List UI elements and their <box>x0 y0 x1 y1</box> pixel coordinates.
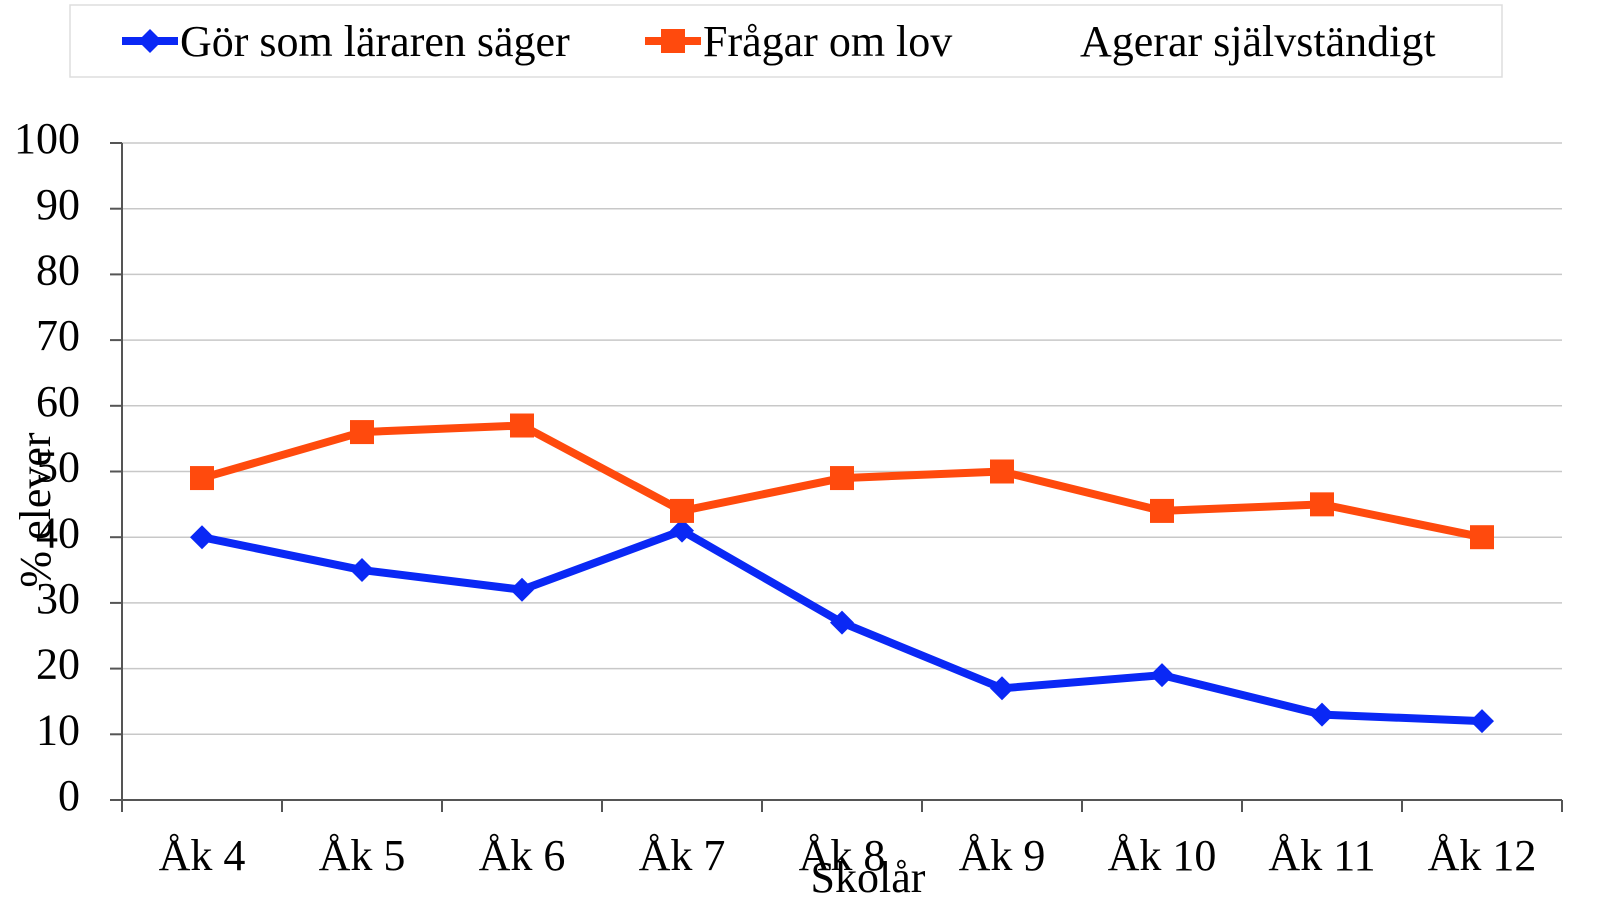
y-tick-label: 10 <box>36 705 80 754</box>
marker <box>1310 702 1334 727</box>
x-axis-label: Skolår <box>811 853 926 902</box>
y-tick-label: 0 <box>58 771 80 820</box>
y-tick-label: 50 <box>36 443 80 492</box>
marker <box>830 466 854 491</box>
y-tick-label: 20 <box>36 640 80 689</box>
x-tick-label: Åk 5 <box>319 831 406 880</box>
y-tick-label: 70 <box>36 311 80 360</box>
legend-box <box>69 4 1503 78</box>
marker <box>1470 709 1494 734</box>
marker <box>1470 525 1494 550</box>
x-tick-label: Åk 6 <box>479 831 566 880</box>
marker <box>190 466 214 491</box>
x-tick-label: Åk 10 <box>1108 831 1217 880</box>
x-tick-label: Åk 12 <box>1428 831 1537 880</box>
x-tick-label: Åk 9 <box>959 831 1046 880</box>
marker <box>990 676 1014 701</box>
marker <box>510 577 534 602</box>
marker <box>1310 492 1334 517</box>
legend-label: Gör som läraren säger <box>180 17 570 66</box>
y-tick-label: 30 <box>36 574 80 623</box>
x-tick-label: Åk 4 <box>159 831 246 880</box>
marker <box>350 558 374 583</box>
marker <box>830 610 854 635</box>
marker <box>350 420 374 445</box>
marker <box>670 498 694 523</box>
x-tick-label: Åk 7 <box>639 831 726 880</box>
y-tick-label: 40 <box>36 508 80 557</box>
legend-label: Frågar om lov <box>703 17 952 66</box>
marker <box>990 459 1014 484</box>
y-axis-label: % elever <box>11 432 60 587</box>
y-tick-label: 80 <box>36 245 80 294</box>
x-tick-label: Åk 8 <box>799 831 886 880</box>
y-tick-label: 100 <box>14 114 80 163</box>
legend-marker <box>138 29 162 53</box>
marker <box>190 525 214 550</box>
marker <box>1150 663 1174 688</box>
x-tick-label: Åk 11 <box>1268 831 1375 880</box>
legend-marker <box>661 29 685 53</box>
marker <box>1150 498 1174 523</box>
y-tick-label: 90 <box>36 180 80 229</box>
legend-label: Agerar självständigt <box>1080 17 1436 66</box>
y-tick-label: 60 <box>36 377 80 426</box>
marker <box>670 518 694 543</box>
marker <box>510 413 534 438</box>
